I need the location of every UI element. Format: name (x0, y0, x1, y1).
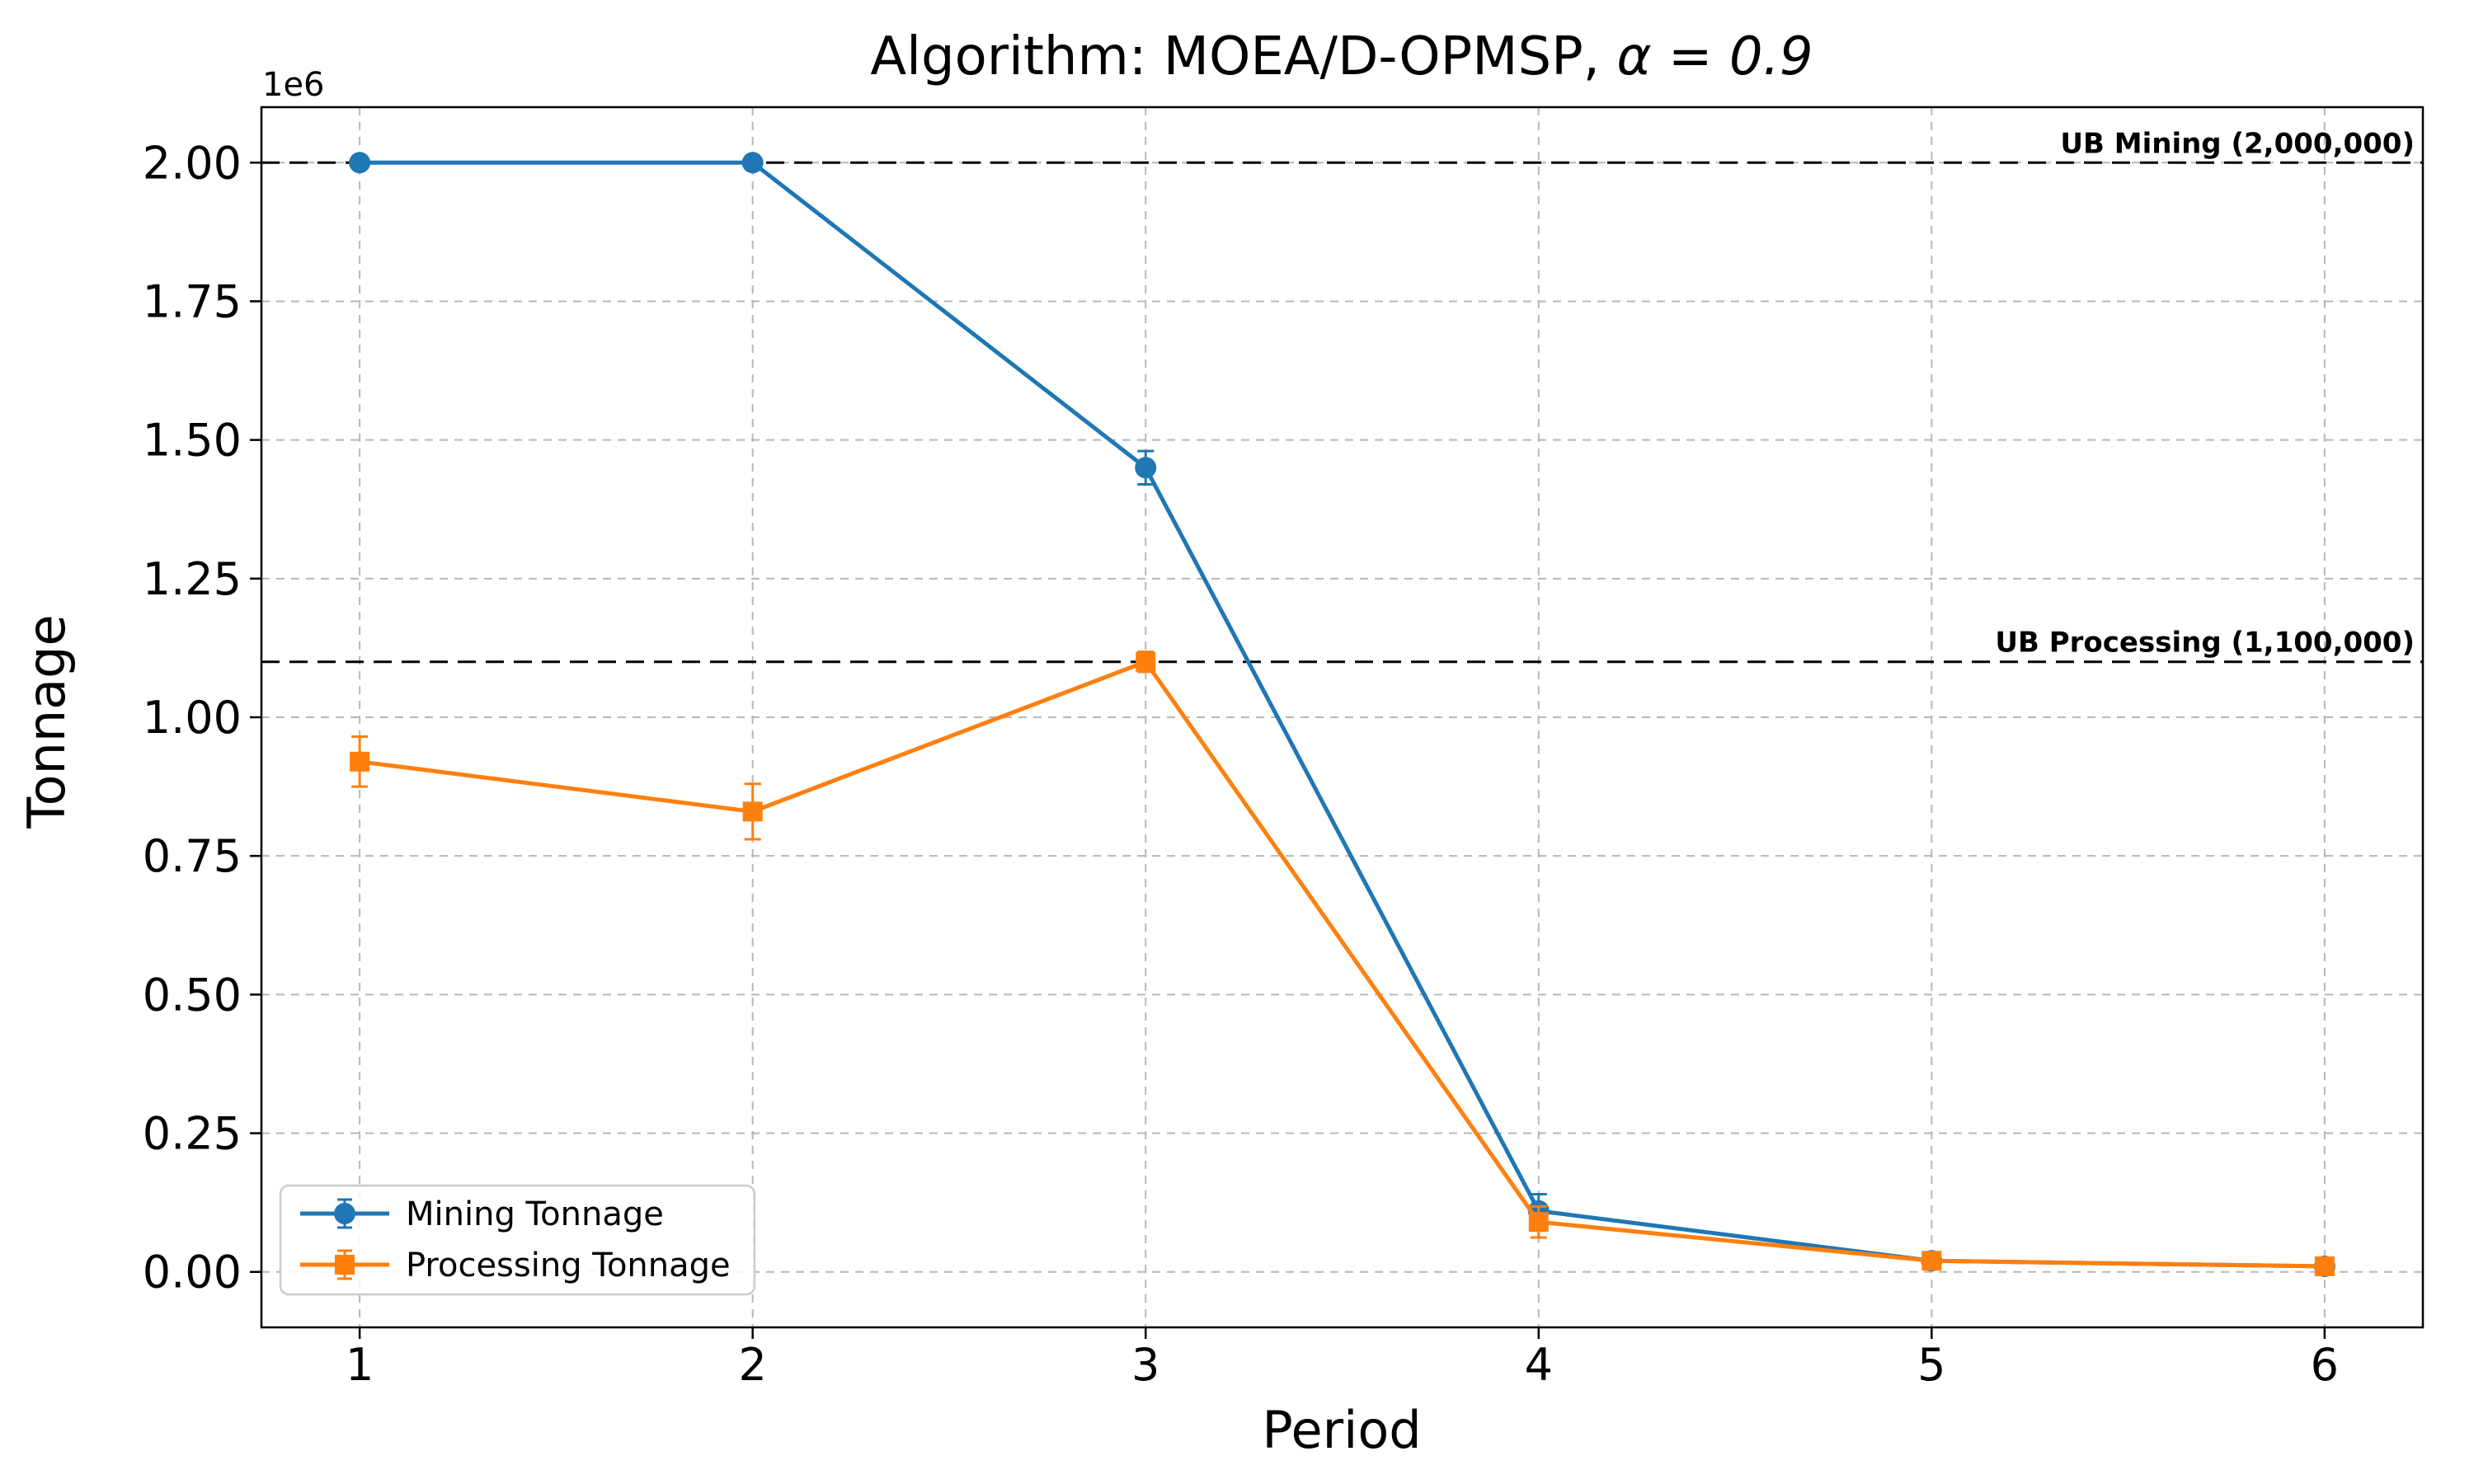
y-tick-label: 0.50 (143, 969, 242, 1021)
series-layer (349, 152, 2335, 1277)
legend-label: Processing Tonnage (406, 1247, 731, 1284)
legend-layer: Mining Tonnage Processing Tonnage (279, 1184, 756, 1296)
marker-square-processing-tonnage (1528, 1212, 1549, 1233)
legend-label: Mining Tonnage (406, 1195, 664, 1233)
y-tick-label: 0.00 (143, 1247, 242, 1298)
y-tick-label: 1.00 (143, 692, 242, 744)
hlines-layer: UB Mining (2,000,000) UB Processing (1,10… (261, 127, 2423, 664)
y-tick-label: 0.75 (143, 830, 242, 882)
legend-box (279, 1184, 756, 1296)
marker-square-processing-tonnage (350, 751, 370, 772)
marker-circle-mining-tonnage (1135, 457, 1157, 479)
x-tick-label: 3 (1131, 1339, 1159, 1391)
chart-title: Algorithm: MOEA/D-OPMSP, α = 0.9 (870, 26, 1813, 87)
y-tick-label: 2.00 (143, 137, 242, 189)
plot-border (260, 106, 2425, 1329)
y-tick-label: 1.25 (143, 553, 242, 605)
marker-square-processing-tonnage (1921, 1251, 1942, 1271)
marker-circle-mining-tonnage (741, 152, 764, 174)
series-line-processing-tonnage (359, 660, 2325, 1269)
x-tick-label: 4 (1525, 1339, 1553, 1391)
x-axis-label: Period (1262, 1400, 1421, 1460)
y-axis-offset-label: 1e6 (262, 66, 325, 104)
y-tick-label: 1.50 (143, 415, 242, 467)
x-tick-label: 2 (739, 1339, 767, 1391)
legend-marker-circle (334, 1203, 355, 1224)
legend-marker-square (335, 1255, 355, 1275)
y-axis-label: Tonnage (16, 614, 77, 829)
y-tick-label: 1.75 (143, 275, 242, 327)
x-tick-label: 6 (2311, 1339, 2339, 1391)
y-tick-label: 0.25 (143, 1108, 242, 1160)
marker-square-processing-tonnage (2314, 1256, 2335, 1276)
marker-circle-mining-tonnage (349, 152, 371, 174)
marker-square-processing-tonnage (1136, 651, 1156, 672)
grid-layer (261, 107, 2423, 1327)
ub-line-label: UB Mining (2,000,000) (2060, 127, 2415, 160)
marker-square-processing-tonnage (742, 801, 763, 822)
series-line-mining-tonnage (360, 160, 2325, 1269)
ub-line-label: UB Processing (1,100,000) (1995, 627, 2415, 660)
x-tick-label: 1 (346, 1339, 374, 1391)
x-tick-label: 5 (1917, 1339, 1945, 1391)
axes-layer: 1 2 3 4 5 6 0.00 0.25 0.50 0.75 1.00 1.25 1.50 1.75 2.… (143, 106, 2425, 1391)
